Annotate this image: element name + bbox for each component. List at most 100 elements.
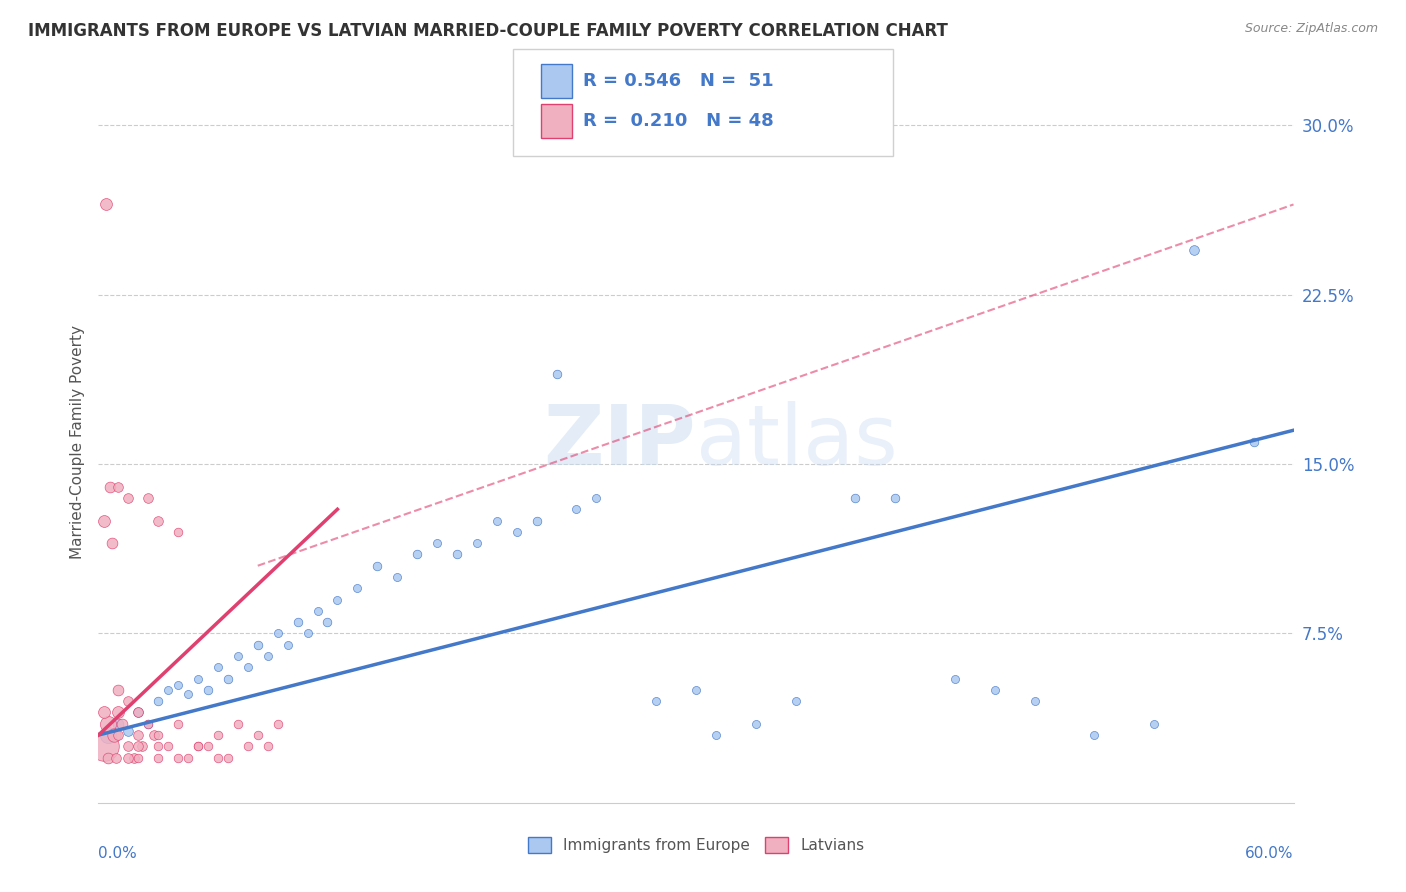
Point: [197, 739, 219, 754]
Text: IMMIGRANTS FROM EUROPE VS LATVIAN MARRIED-COUPLE FAMILY POVERTY CORRELATION CHAR: IMMIGRANTS FROM EUROPE VS LATVIAN MARRIE…: [28, 22, 948, 40]
Point: [117, 723, 139, 738]
Point: [107, 706, 129, 720]
Point: [326, 592, 349, 607]
Text: atlas: atlas: [696, 401, 897, 482]
Point: [506, 524, 529, 539]
Point: [785, 694, 807, 708]
Point: [157, 739, 180, 754]
Point: [197, 682, 219, 697]
Point: [127, 728, 149, 742]
Point: [704, 728, 727, 742]
Point: [103, 728, 125, 742]
Point: [1024, 694, 1046, 708]
Point: [97, 716, 120, 731]
Point: [316, 615, 339, 630]
Point: [96, 197, 118, 211]
Point: [267, 626, 290, 640]
Text: Source: ZipAtlas.com: Source: ZipAtlas.com: [1244, 22, 1378, 36]
Point: [485, 514, 508, 528]
Text: R =  0.210   N = 48: R = 0.210 N = 48: [583, 112, 775, 130]
Point: [943, 672, 966, 686]
Point: [93, 514, 115, 528]
Point: [426, 536, 449, 550]
Point: [246, 728, 269, 742]
Point: [127, 706, 149, 720]
Point: [167, 750, 190, 764]
Point: [111, 716, 134, 731]
Point: [107, 728, 129, 742]
Point: [884, 491, 907, 505]
Point: [297, 626, 319, 640]
Point: [207, 660, 229, 674]
Point: [546, 367, 568, 381]
Point: [93, 706, 115, 720]
Point: [117, 694, 139, 708]
Point: [207, 750, 229, 764]
Point: [148, 728, 170, 742]
Point: [645, 694, 668, 708]
Point: [585, 491, 607, 505]
Legend: Immigrants from Europe, Latvians: Immigrants from Europe, Latvians: [527, 837, 865, 853]
Point: [177, 750, 200, 764]
Point: [101, 536, 124, 550]
Point: [105, 750, 128, 764]
Point: [287, 615, 309, 630]
Point: [406, 548, 429, 562]
Point: [148, 750, 170, 764]
Point: [217, 750, 239, 764]
Point: [1143, 716, 1166, 731]
Point: [526, 514, 548, 528]
Point: [127, 750, 149, 764]
Point: [124, 750, 146, 764]
Point: [1243, 434, 1265, 449]
Point: [844, 491, 866, 505]
Point: [136, 716, 159, 731]
Text: ZIP: ZIP: [544, 401, 696, 482]
Point: [565, 502, 588, 516]
Point: [136, 716, 159, 731]
Point: [143, 728, 166, 742]
Point: [127, 706, 149, 720]
Point: [346, 582, 368, 596]
Point: [277, 638, 299, 652]
Point: [984, 682, 1007, 697]
Point: [97, 728, 120, 742]
Point: [117, 750, 139, 764]
Point: [236, 739, 259, 754]
Point: [446, 548, 468, 562]
Point: [465, 536, 488, 550]
Point: [236, 660, 259, 674]
Point: [217, 672, 239, 686]
Point: [117, 491, 139, 505]
Point: [148, 694, 170, 708]
Y-axis label: Married-Couple Family Poverty: Married-Couple Family Poverty: [69, 325, 84, 558]
Point: [93, 739, 115, 754]
Point: [98, 480, 122, 494]
Point: [117, 739, 139, 754]
Point: [385, 570, 409, 584]
Point: [366, 558, 388, 573]
Point: [97, 750, 120, 764]
Point: [256, 648, 278, 663]
Point: [745, 716, 768, 731]
Point: [226, 648, 249, 663]
Text: R = 0.546   N =  51: R = 0.546 N = 51: [583, 72, 775, 90]
Point: [131, 739, 153, 754]
Point: [167, 716, 190, 731]
Text: 0.0%: 0.0%: [98, 847, 138, 861]
Point: [187, 739, 209, 754]
Point: [107, 716, 129, 731]
Text: 60.0%: 60.0%: [1246, 847, 1294, 861]
Point: [256, 739, 278, 754]
Point: [136, 491, 159, 505]
Point: [148, 739, 170, 754]
Point: [107, 480, 129, 494]
Point: [177, 687, 200, 701]
Point: [267, 716, 290, 731]
Point: [226, 716, 249, 731]
Point: [246, 638, 269, 652]
Point: [1182, 243, 1205, 257]
Point: [167, 524, 190, 539]
Point: [685, 682, 707, 697]
Point: [1083, 728, 1105, 742]
